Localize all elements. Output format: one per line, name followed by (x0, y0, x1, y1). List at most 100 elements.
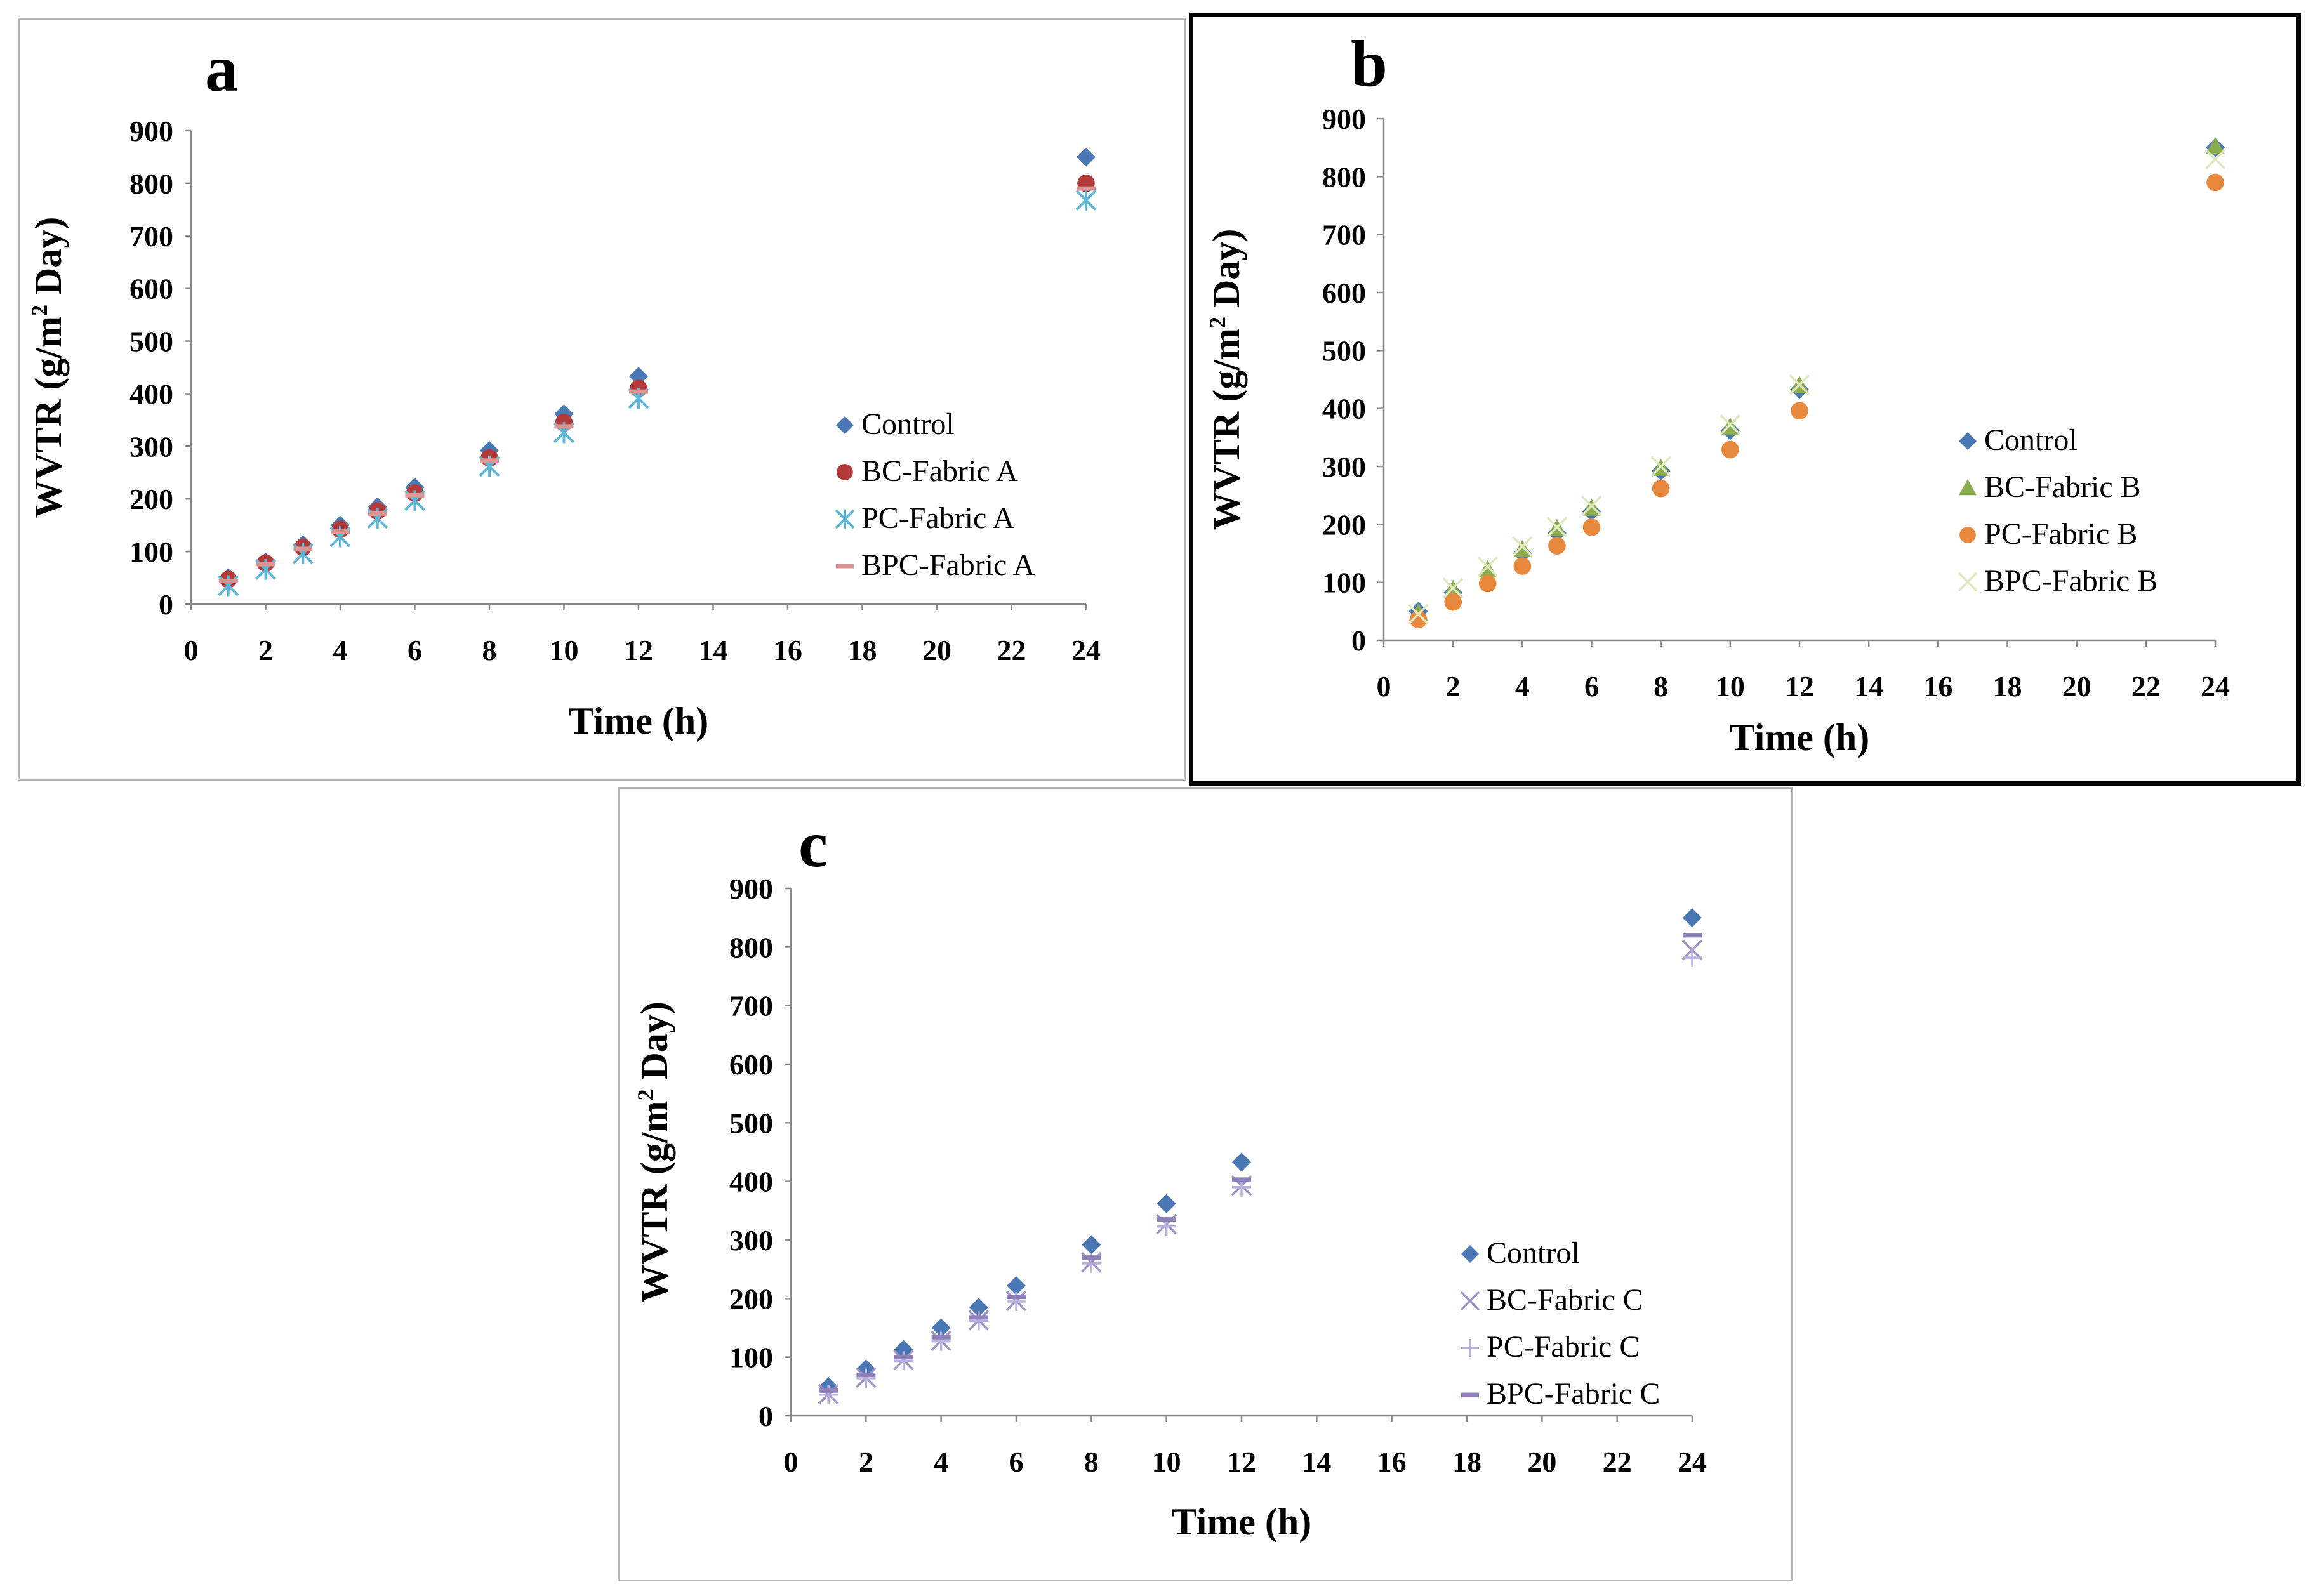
data-point (1720, 414, 1741, 435)
y-tick-label: 100 (729, 1342, 773, 1374)
y-tick-label: 700 (1322, 219, 1366, 251)
y-tick-label: 900 (129, 115, 173, 147)
x-tick-label: 16 (773, 634, 802, 666)
data-point (1409, 610, 1428, 628)
x-tick-label: 0 (1377, 670, 1391, 702)
y-tick-label: 600 (129, 273, 173, 305)
x-tick-label: 8 (482, 634, 497, 666)
series-pc-fabric-b (1409, 173, 2224, 628)
x-tick-label: 10 (550, 634, 579, 666)
x-tick-label: 24 (1071, 634, 1101, 666)
x-tick-label: 16 (1377, 1446, 1407, 1478)
x-tick-label: 18 (1452, 1446, 1481, 1478)
legend-label: BC-Fabric C (1487, 1283, 1643, 1317)
data-point (1581, 495, 1602, 517)
x-tick-label: 14 (699, 634, 728, 666)
data-point (969, 1311, 988, 1331)
x-tick-label: 16 (1923, 670, 1952, 702)
x-tick-label: 14 (1302, 1446, 1331, 1478)
x-axis-title: Time (h) (1172, 1501, 1312, 1543)
legend: Control BC-Fabric A PC-Fabric A BPC-Fabric … (835, 407, 1035, 582)
legend-label: Control (1984, 423, 2078, 457)
data-point (1652, 479, 1670, 498)
y-tick-label: 400 (129, 378, 173, 410)
data-point (2206, 173, 2224, 192)
data-point (1512, 536, 1533, 557)
x-tick-label: 6 (408, 634, 422, 666)
chart-panel-c: c 0 100 200 300 400 500 600 700 800 900 0 2 4 6 8 10 12 14… (618, 787, 1793, 1581)
x-tick-label: 24 (2201, 670, 2230, 702)
x-tick-label: 0 (184, 634, 199, 666)
y-tick-label: 300 (729, 1224, 773, 1256)
legend-marker (1461, 1339, 1479, 1357)
x-tick-label: 18 (848, 634, 877, 666)
data-point (1442, 577, 1464, 599)
data-point (1683, 908, 1702, 928)
y-tick-label: 100 (1322, 567, 1366, 599)
y-tick-label: 0 (1351, 624, 1366, 657)
x-tick-label: 12 (624, 634, 653, 666)
x-tick-label: 22 (2131, 670, 2161, 702)
legend-marker (836, 416, 854, 434)
x-tick-label: 12 (1785, 670, 1814, 702)
x-tick-label: 20 (2062, 670, 2091, 702)
legend-label: BPC-Fabric C (1487, 1377, 1660, 1411)
x-tick-label: 6 (1584, 670, 1599, 702)
legend-label: BC-Fabric A (861, 454, 1018, 488)
x-tick-label: 18 (1993, 670, 2022, 702)
legend-marker (1958, 572, 1978, 592)
data-point (1650, 456, 1671, 477)
legend-label: PC-Fabric C (1487, 1330, 1640, 1364)
data-point (367, 508, 388, 529)
x-tick-label: 22 (997, 634, 1026, 666)
y-tick-label: 700 (129, 220, 173, 253)
data-point (1232, 1152, 1251, 1172)
y-tick-label: 0 (159, 588, 173, 621)
y-tick-label: 200 (129, 483, 173, 515)
x-tick-label: 4 (1515, 670, 1530, 702)
y-axis-title: WVTR (g/m2 Day) (27, 217, 69, 518)
series-pc-fabric-c (819, 947, 1702, 1404)
y-tick-label: 800 (729, 931, 773, 963)
data-point (292, 543, 314, 564)
legend-label: PC-Fabric B (1984, 517, 2137, 551)
panel-letter: a (205, 32, 238, 105)
legend-marker (1460, 1291, 1480, 1311)
x-tick-label: 10 (1716, 670, 1745, 702)
data-point (1077, 147, 1096, 167)
panel-letter: c (799, 808, 828, 881)
x-tick-label: 14 (1854, 670, 1883, 702)
x-tick-label: 4 (333, 634, 348, 666)
legend-marker (1461, 1245, 1479, 1263)
y-tick-label: 0 (759, 1400, 773, 1432)
x-tick-label: 10 (1152, 1446, 1181, 1478)
y-tick-label: 100 (129, 536, 173, 568)
data-point (218, 575, 239, 597)
x-tick-label: 2 (1446, 670, 1461, 702)
y-tick-label: 500 (129, 326, 173, 358)
y-tick-label: 200 (729, 1283, 773, 1315)
x-tick-label: 0 (784, 1446, 799, 1478)
data-point (1156, 1194, 1176, 1213)
data-point (1408, 603, 1429, 625)
y-tick-label: 200 (1322, 508, 1366, 541)
legend-marker (1959, 432, 1977, 450)
y-axis-title: WVTR (g/m2 Day) (1205, 229, 1247, 531)
data-point (2204, 148, 2226, 170)
x-tick-label: 20 (1527, 1446, 1556, 1478)
data-point (1721, 440, 1739, 459)
x-tick-label: 8 (1084, 1446, 1099, 1478)
x-tick-label: 4 (934, 1446, 948, 1478)
y-tick-label: 500 (1322, 334, 1366, 367)
x-axis-title: Time (h) (569, 700, 709, 742)
y-tick-label: 300 (1322, 451, 1366, 483)
series-bpc-fabric-c (819, 933, 1702, 1393)
y-tick-label: 800 (129, 168, 173, 200)
series-pc-fabric-a (218, 189, 1097, 597)
x-tick-label: 6 (1009, 1446, 1024, 1478)
y-tick-label: 700 (729, 990, 773, 1022)
data-point (1789, 374, 1810, 395)
data-point (894, 1351, 913, 1371)
y-tick-label: 400 (1322, 393, 1366, 425)
